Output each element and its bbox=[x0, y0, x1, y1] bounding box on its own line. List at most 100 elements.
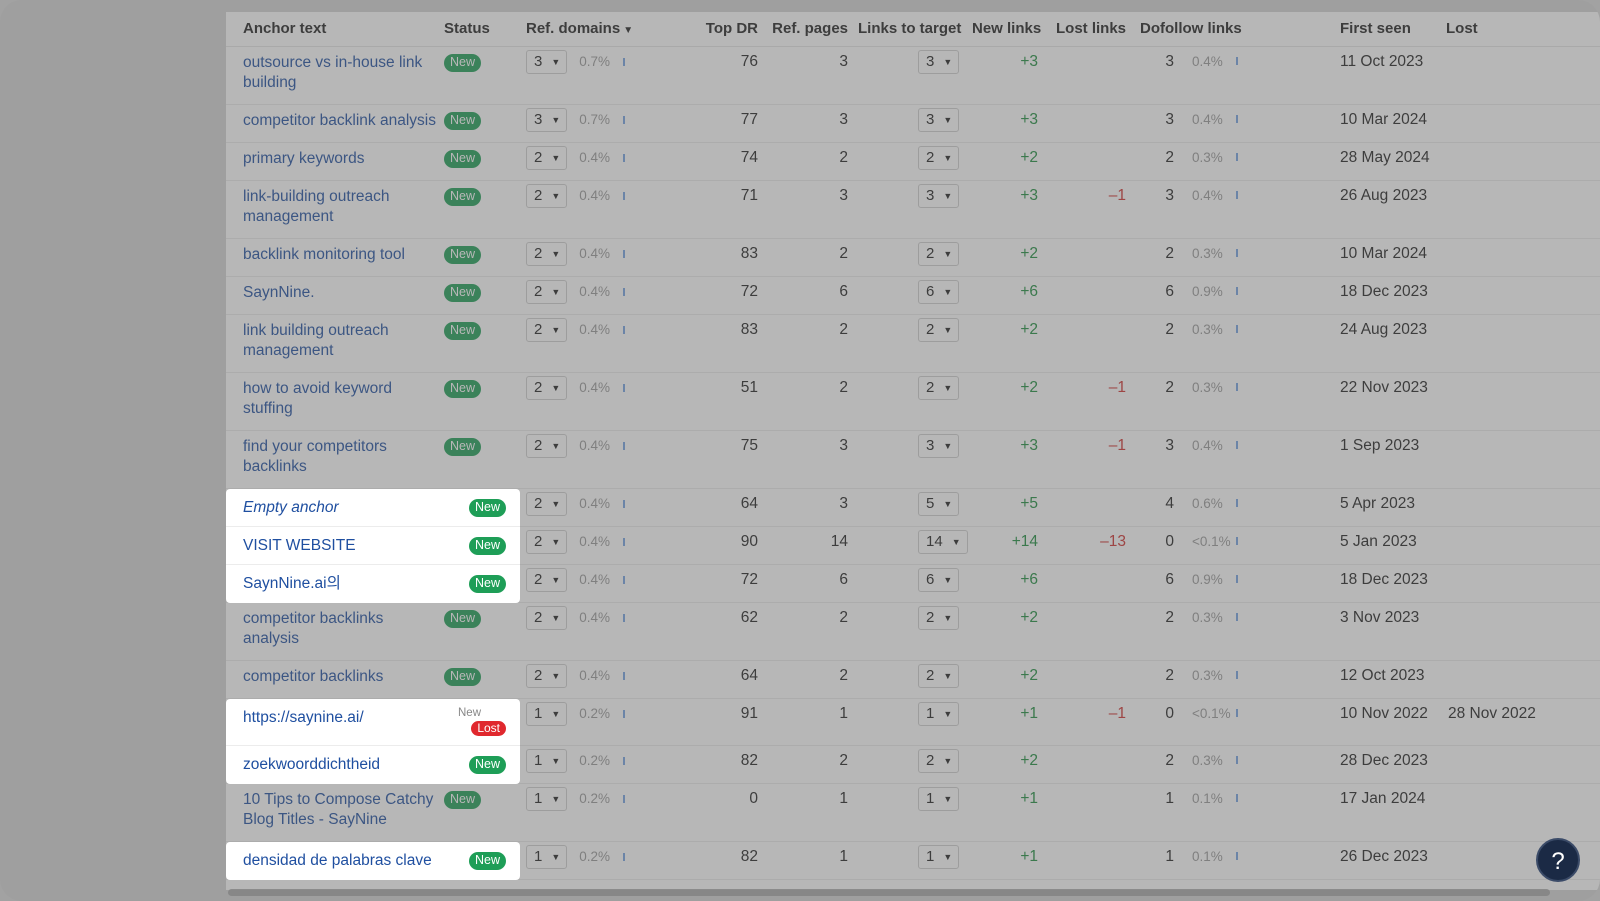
dofollow-bar bbox=[1236, 852, 1238, 861]
ref-domains-dropdown[interactable]: 2 ▼ bbox=[526, 529, 568, 554]
lost-links-value bbox=[1056, 276, 1136, 315]
anchor-link[interactable]: backlink monitoring tool bbox=[243, 245, 405, 263]
header-top-dr[interactable]: Top DR bbox=[676, 12, 766, 47]
anchor-link[interactable]: 10 Tips to Compose Catchy Blog Titles - … bbox=[243, 790, 434, 828]
anchor-link[interactable]: https://saynine.ai/ bbox=[243, 709, 364, 726]
header-status[interactable]: Status bbox=[444, 12, 526, 47]
ref-domains-dropdown[interactable]: 1 ▼ bbox=[526, 786, 568, 811]
links-to-target-dropdown[interactable]: 1 ▼ bbox=[918, 844, 960, 869]
ref-domains-percent: 0.2% bbox=[579, 791, 611, 806]
status-badge: New bbox=[444, 667, 482, 686]
header-dofollow-links[interactable]: Dofollow links bbox=[1136, 12, 1338, 47]
ref-domains-dropdown[interactable]: 2 ▼ bbox=[526, 567, 568, 592]
links-to-target-dropdown[interactable]: 2 ▼ bbox=[918, 241, 960, 266]
anchor-link[interactable]: densidad de palabras clave bbox=[243, 852, 432, 869]
header-ref-domains[interactable]: Ref. domains ▼ bbox=[526, 12, 676, 47]
ref-domains-value: 3 bbox=[534, 53, 543, 70]
lost-date-value bbox=[1446, 314, 1600, 373]
links-to-target-value: 2 bbox=[926, 321, 935, 338]
links-to-target-dropdown[interactable]: 2 ▼ bbox=[918, 375, 960, 400]
ref-domains-dropdown[interactable]: 1 ▼ bbox=[526, 701, 568, 726]
links-to-target-dropdown[interactable]: 3 ▼ bbox=[918, 183, 960, 208]
ref-domains-percent: 0.7% bbox=[579, 112, 611, 127]
help-button[interactable]: ? bbox=[1536, 838, 1580, 882]
ref-domains-dropdown[interactable]: 1 ▼ bbox=[526, 844, 568, 869]
anchor-link[interactable]: zoekwoorddichtheid bbox=[243, 756, 381, 773]
ref-domains-dropdown[interactable]: 2 ▼ bbox=[526, 433, 568, 458]
ref-domains-dropdown[interactable]: 2 ▼ bbox=[526, 663, 568, 688]
header-links-to-target[interactable]: Links to target bbox=[856, 12, 968, 47]
lost-links-value: –13 bbox=[1056, 526, 1136, 565]
dofollow-bar bbox=[1236, 57, 1238, 66]
header-ref-pages[interactable]: Ref. pages bbox=[766, 12, 856, 47]
anchor-link[interactable]: competitor backlinks analysis bbox=[243, 609, 384, 647]
header-new-links[interactable]: New links bbox=[968, 12, 1056, 47]
caret-down-icon: ▼ bbox=[551, 56, 561, 67]
links-to-target-value: 2 bbox=[926, 609, 935, 626]
table-row: primary keywords New 2 ▼ 0.4% 74 2 2 ▼ +2 2… bbox=[226, 142, 1600, 181]
links-to-target-dropdown[interactable]: 6 ▼ bbox=[918, 279, 960, 304]
ref-domains-dropdown[interactable]: 2 ▼ bbox=[526, 183, 568, 208]
ref-domains-dropdown[interactable]: 3 ▼ bbox=[526, 49, 568, 74]
anchor-link[interactable]: competitor backlink analysis bbox=[243, 111, 436, 129]
anchor-link[interactable]: link-building outreach management bbox=[243, 187, 390, 225]
dofollow-percent: 0.4% bbox=[1192, 53, 1223, 69]
header-anchor-text[interactable]: Anchor text bbox=[226, 12, 444, 47]
table-body: outsource vs in-house link building New … bbox=[226, 46, 1600, 880]
links-to-target-dropdown[interactable]: 2 ▼ bbox=[918, 748, 960, 773]
links-to-target-dropdown[interactable]: 14 ▼ bbox=[918, 529, 968, 554]
ref-pages-value: 2 bbox=[766, 745, 856, 784]
caret-down-icon: ▼ bbox=[551, 851, 561, 862]
anchor-link[interactable]: SaynNine. bbox=[243, 283, 315, 301]
ref-domains-dropdown[interactable]: 3 ▼ bbox=[526, 107, 568, 132]
dofollow-value: 0 bbox=[1165, 532, 1174, 550]
ref-domains-bar bbox=[623, 756, 626, 765]
links-to-target-dropdown[interactable]: 3 ▼ bbox=[918, 49, 960, 74]
links-to-target-dropdown[interactable]: 6 ▼ bbox=[918, 567, 960, 592]
anchor-link[interactable]: outsource vs in-house link building bbox=[243, 53, 423, 91]
links-to-target-dropdown[interactable]: 3 ▼ bbox=[918, 433, 960, 458]
ref-domains-dropdown[interactable]: 2 ▼ bbox=[526, 145, 568, 170]
ref-domains-dropdown[interactable]: 2 ▼ bbox=[526, 279, 568, 304]
links-to-target-dropdown[interactable]: 2 ▼ bbox=[918, 663, 960, 688]
anchor-link[interactable]: link building outreach management bbox=[243, 321, 389, 359]
ref-domains-dropdown[interactable]: 2 ▼ bbox=[526, 491, 568, 516]
header-lost-links[interactable]: Lost links bbox=[1056, 12, 1136, 47]
links-to-target-dropdown[interactable]: 2 ▼ bbox=[918, 605, 960, 630]
ref-domains-value: 2 bbox=[534, 379, 543, 396]
links-to-target-dropdown[interactable]: 2 ▼ bbox=[918, 317, 960, 342]
horizontal-scrollbar[interactable] bbox=[228, 889, 1550, 896]
links-to-target-dropdown[interactable]: 5 ▼ bbox=[918, 491, 960, 516]
ref-domains-percent: 0.4% bbox=[579, 150, 611, 165]
header-first-seen[interactable]: First seen bbox=[1338, 12, 1446, 47]
links-to-target-value: 3 bbox=[926, 111, 935, 128]
caret-down-icon: ▼ bbox=[943, 190, 953, 201]
top-dr-value: 64 bbox=[676, 488, 766, 527]
caret-down-icon: ▼ bbox=[943, 248, 953, 259]
dofollow-percent: 0.1% bbox=[1192, 790, 1223, 806]
ref-domains-dropdown[interactable]: 2 ▼ bbox=[526, 375, 568, 400]
anchor-link[interactable]: find your competitors backlinks bbox=[243, 437, 387, 475]
anchor-link[interactable]: how to avoid keyword stuffing bbox=[243, 379, 393, 417]
ref-domains-dropdown[interactable]: 2 ▼ bbox=[526, 241, 568, 266]
ref-pages-value: 2 bbox=[766, 660, 856, 699]
ref-domains-dropdown[interactable]: 1 ▼ bbox=[526, 748, 568, 773]
links-to-target-dropdown[interactable]: 1 ▼ bbox=[918, 701, 960, 726]
lost-links-value: –1 bbox=[1056, 698, 1136, 746]
ref-domains-dropdown[interactable]: 2 ▼ bbox=[526, 317, 568, 342]
ref-domains-percent: 0.4% bbox=[579, 438, 611, 453]
links-to-target-dropdown[interactable]: 2 ▼ bbox=[918, 145, 960, 170]
anchor-link[interactable]: VISIT WEBSITE bbox=[243, 537, 356, 554]
anchor-link[interactable]: SaynNine.ai의 bbox=[243, 575, 341, 592]
links-to-target-dropdown[interactable]: 1 ▼ bbox=[918, 786, 960, 811]
anchor-link[interactable]: Empty anchor bbox=[243, 499, 339, 516]
top-dr-value: 72 bbox=[676, 564, 766, 603]
header-lost[interactable]: Lost bbox=[1446, 12, 1600, 47]
anchor-link[interactable]: competitor backlinks bbox=[243, 667, 384, 685]
ref-pages-value: 6 bbox=[766, 564, 856, 603]
anchor-link[interactable]: primary keywords bbox=[243, 149, 365, 167]
new-links-value: +2 bbox=[968, 314, 1056, 373]
ref-domains-dropdown[interactable]: 2 ▼ bbox=[526, 605, 568, 630]
links-to-target-dropdown[interactable]: 3 ▼ bbox=[918, 107, 960, 132]
status-new-label: New bbox=[458, 707, 482, 719]
